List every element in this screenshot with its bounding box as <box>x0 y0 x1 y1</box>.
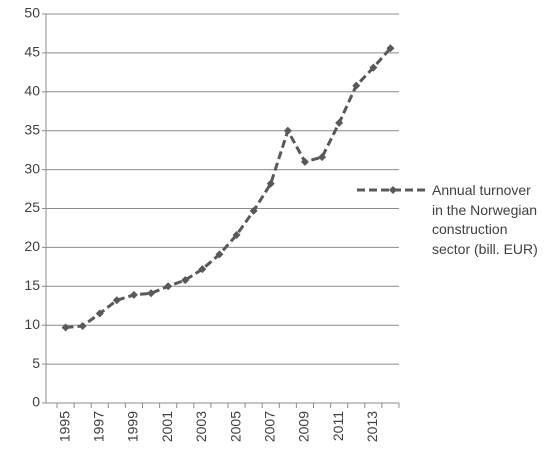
x-tick-label: 2001 <box>159 411 175 442</box>
x-tick-label: 2005 <box>227 411 243 442</box>
marker <box>283 126 292 135</box>
x-tick-label: 2013 <box>364 411 380 442</box>
marker <box>386 44 395 53</box>
y-tick-label: 25 <box>24 199 40 215</box>
legend-label: Annual turnover in the Norwegian constru… <box>432 182 538 257</box>
marker <box>266 179 275 188</box>
y-tick-label: 0 <box>32 394 40 410</box>
legend-marker <box>389 186 397 194</box>
y-tick-label: 5 <box>32 355 40 371</box>
marker <box>164 282 173 291</box>
x-tick-label: 2007 <box>261 411 277 442</box>
series-line <box>65 47 392 330</box>
marker <box>352 81 361 90</box>
marker <box>112 296 121 305</box>
marker <box>78 321 87 330</box>
x-tick-label: 1997 <box>90 411 106 442</box>
x-tick-label: 1999 <box>125 411 141 442</box>
y-tick-label: 30 <box>24 160 40 176</box>
x-tick-label: 2003 <box>193 411 209 442</box>
x-tick-label: 2011 <box>330 411 346 441</box>
y-tick-label: 35 <box>24 121 40 137</box>
marker <box>300 157 309 166</box>
y-tick-label: 20 <box>24 238 40 254</box>
marker <box>147 289 156 298</box>
marker <box>318 153 327 162</box>
marker <box>95 309 104 318</box>
marker <box>232 230 241 239</box>
y-tick-label: 45 <box>24 44 40 60</box>
marker <box>198 265 207 274</box>
marker <box>249 206 258 215</box>
y-tick-label: 10 <box>24 316 40 332</box>
y-tick-label: 15 <box>24 277 40 293</box>
marker <box>129 290 138 299</box>
marker <box>215 250 224 259</box>
marker <box>61 323 70 332</box>
y-tick-label: 50 <box>24 5 40 21</box>
y-tick-label: 40 <box>24 83 40 99</box>
marker <box>369 63 378 72</box>
x-tick-label: 1995 <box>56 411 72 442</box>
marker <box>335 118 344 127</box>
x-tick-label: 2009 <box>296 411 312 442</box>
marker <box>181 276 190 285</box>
